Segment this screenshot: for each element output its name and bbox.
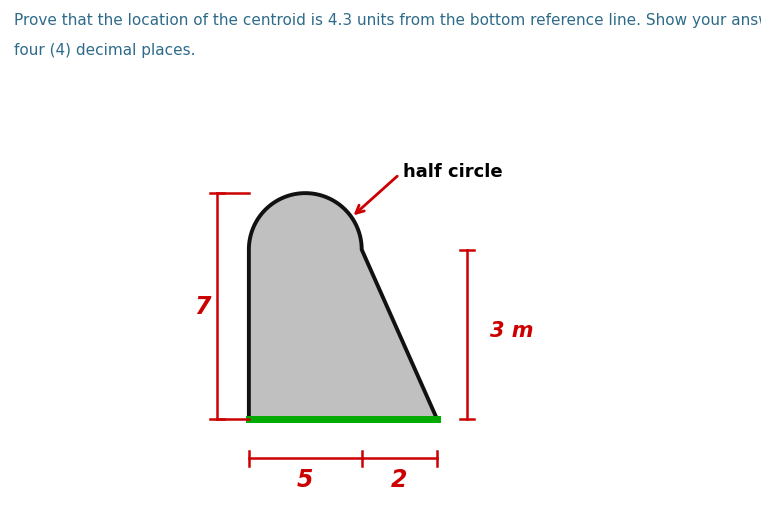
Text: 5: 5 [297,467,314,491]
Text: four (4) decimal places.: four (4) decimal places. [14,43,196,58]
Text: 7: 7 [194,294,211,318]
Text: 2: 2 [391,467,408,491]
Text: 3 m: 3 m [489,321,533,341]
Polygon shape [249,194,437,419]
Text: half circle: half circle [403,162,503,180]
Text: Prove that the location of the centroid is 4.3 units from the bottom reference l: Prove that the location of the centroid … [14,13,761,27]
